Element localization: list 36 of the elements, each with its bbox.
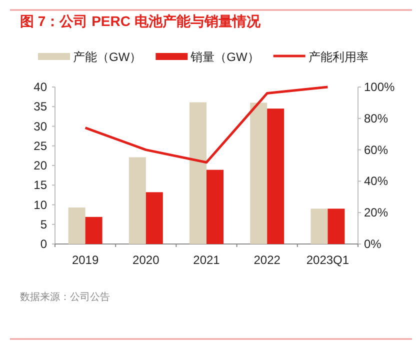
bar [328,208,345,244]
chart-title: 图 7：公司 PERC 电池产能与销量情况 [20,13,262,29]
y2-tick-label: 40% [364,174,388,188]
x-tick-label: 2019 [72,253,99,267]
bar [146,192,163,244]
y2-tick-label: 80% [364,111,388,126]
y-tick-label: 30 [34,119,48,134]
legend-label: 产能利用率 [308,50,368,64]
x-tick-label: 2020 [132,253,160,267]
y-tick-label: 5 [40,217,48,232]
legend-label: 产能（GW） [73,50,142,64]
legend-label: 销量（GW） [190,50,260,64]
y2-tick-label: 20% [364,206,388,220]
bar [310,208,328,244]
y-tick-label: 10 [34,198,48,212]
x-tick-label: 2021 [193,253,220,267]
bar [68,207,86,244]
bar [128,157,146,244]
bar [250,102,268,244]
y2-tick-label: 60% [364,142,388,157]
bar [85,216,102,244]
y-tick-label: 40 [34,80,48,94]
bar [267,108,284,244]
y-tick-label: 25 [34,138,48,153]
y-tick-label: 0 [40,237,48,251]
y-tick-label: 35 [34,100,48,114]
line-series [84,86,329,164]
y2-tick-label: 0% [364,237,382,251]
y-tick-label: 15 [34,178,48,192]
bar [190,102,206,244]
x-tick-label: 2023Q1 [306,253,350,267]
x-tick-label: 2022 [254,253,281,267]
bar [206,170,224,244]
source-note: 数据来源：公司公告 [20,291,110,303]
y-tick-label: 20 [34,158,48,172]
y2-tick-label: 100% [364,80,396,94]
